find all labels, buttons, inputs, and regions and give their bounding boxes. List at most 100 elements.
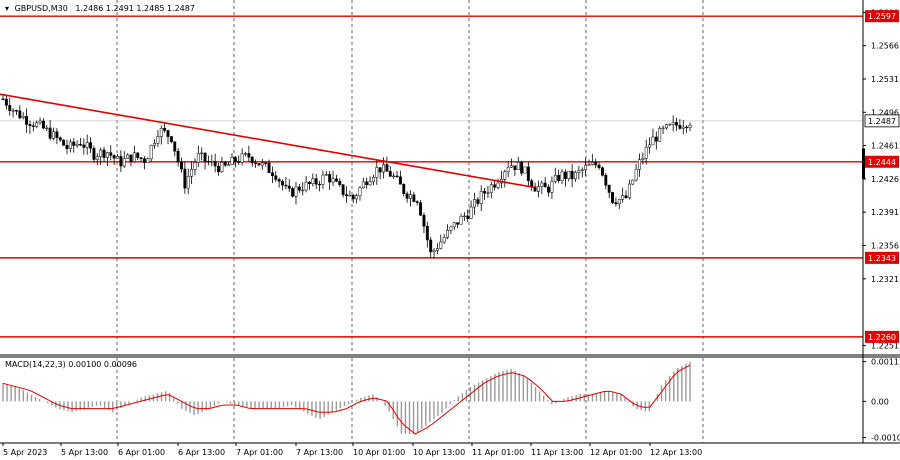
candle-body (634, 169, 638, 181)
level-tag-bg-3 (865, 330, 899, 343)
candle-body (294, 186, 298, 197)
candle-body (604, 174, 608, 186)
candle-body (257, 163, 261, 166)
candle-body (624, 195, 628, 198)
candle-body (671, 122, 675, 125)
candle-body (338, 180, 342, 185)
price-tick-label-5: 1.2426 (871, 175, 899, 184)
candle-body (543, 182, 547, 188)
time-tick-label-9: 11 Apr 13:00 (531, 448, 583, 457)
candle-body (85, 142, 89, 148)
candle-body (550, 181, 554, 193)
candle-body (52, 131, 55, 139)
candle-body (146, 158, 150, 163)
price-tick-label-1: 1.2566 (871, 42, 899, 51)
candle-body (466, 215, 470, 219)
time-tick-label-11: 12 Apr 13:00 (650, 448, 702, 457)
candle-body (392, 175, 396, 178)
candle-body (163, 128, 167, 131)
time-tick-label-7: 10 Apr 13:00 (413, 448, 465, 457)
candle-body (132, 152, 136, 162)
candle-body (442, 237, 446, 243)
candle-body (452, 222, 456, 228)
candle-body (119, 156, 123, 167)
horizontal-levels (0, 15, 863, 338)
current-price-tag-label: 1.2487 (868, 117, 896, 126)
candle-body (156, 136, 160, 144)
candle-body (35, 122, 39, 127)
price-tick-label-9: 1.2251 (871, 341, 899, 350)
level-tag-label-0: 1.2597 (868, 12, 896, 21)
candle-body (102, 149, 106, 158)
candle-body (270, 172, 274, 177)
candle-body (398, 176, 402, 185)
candle-body (173, 141, 177, 152)
candle-body (355, 195, 359, 200)
candle-body (378, 167, 382, 173)
candle-body (385, 164, 389, 172)
candlesticks (1, 94, 692, 259)
macd-tick-label-2: -0.0010 (871, 434, 900, 443)
candle-body (45, 127, 49, 130)
candle-body (597, 164, 601, 168)
candle-body (267, 162, 271, 173)
chart-frame (0, 0, 900, 444)
candle-body (631, 179, 635, 185)
candle-body (21, 116, 25, 119)
candle-body (358, 187, 362, 197)
candle-body (594, 162, 598, 166)
last-bar-marker (862, 148, 865, 179)
candle-body (617, 199, 621, 205)
candle-body (321, 174, 325, 185)
candle-body (361, 181, 365, 189)
candle-body (405, 193, 409, 199)
dropdown-triangle-icon[interactable]: ▾ (5, 4, 9, 13)
candle-body (254, 162, 258, 164)
candle-body (506, 166, 510, 173)
candle-body (220, 162, 224, 173)
candle-body (200, 152, 204, 155)
candle-body (79, 143, 82, 146)
candle-body (489, 184, 493, 194)
candle-body (415, 201, 419, 203)
candle-body (122, 158, 126, 167)
candle-body (331, 178, 335, 183)
candle-body (126, 154, 130, 159)
candle-body (388, 171, 392, 177)
level-tag-label-3: 1.2260 (868, 333, 896, 342)
candle-body (314, 178, 318, 185)
candle-body (493, 184, 497, 188)
candle-body (456, 222, 460, 225)
macd-tick-label-1: 0.00 (871, 397, 889, 406)
candle-body (648, 144, 652, 148)
candle-body (180, 161, 183, 170)
price-tick-label-2: 1.2531 (871, 75, 899, 84)
candle-body (523, 166, 527, 174)
level-tag-label-2: 1.2343 (868, 254, 896, 263)
candle-body (570, 170, 574, 180)
level-tag-label-1: 1.2444 (868, 158, 896, 167)
level-tag-bg-2 (865, 251, 899, 264)
candle-body (661, 127, 665, 129)
candle-body (641, 158, 645, 160)
candle-body (611, 192, 614, 203)
candle-body (196, 153, 200, 163)
candle-body (627, 183, 631, 198)
candle-body (486, 192, 490, 194)
candle-body (371, 177, 375, 182)
candle-body (58, 137, 62, 141)
candle-body (678, 124, 682, 129)
chart-header: ▾ GBPUSD,M30 1.2486 1.2491 1.2485 1.2487 (5, 4, 195, 13)
candle-body (318, 183, 322, 186)
candle-body (227, 164, 231, 166)
candle-body (560, 171, 564, 181)
candle-body (203, 152, 207, 162)
candle-body (25, 116, 29, 125)
candle-body (510, 165, 513, 168)
candle-body (439, 241, 443, 249)
candle-body (41, 120, 45, 129)
candle-body (540, 182, 544, 187)
candle-body (149, 145, 153, 160)
candle-body (55, 131, 59, 138)
